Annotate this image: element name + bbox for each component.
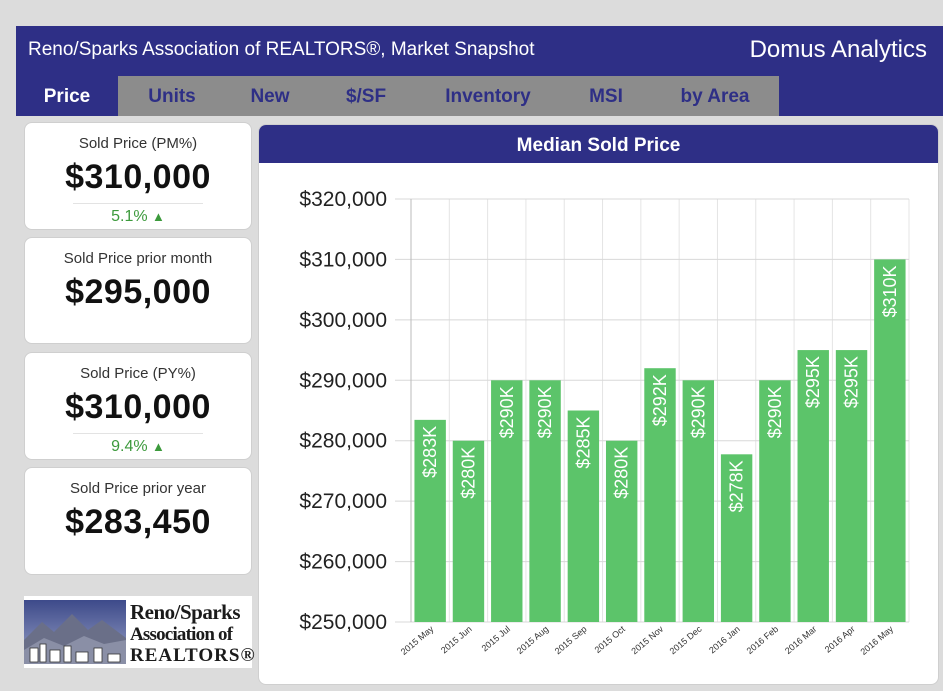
tab-msi[interactable]: MSI [589, 86, 623, 107]
tab-price-per-sf[interactable]: $/SF [345, 86, 387, 107]
logo-line-3: REALTORS® [130, 645, 256, 666]
bar-value-label: $290K [497, 386, 517, 438]
tab-inventory[interactable]: Inventory [445, 86, 531, 107]
card-label: Sold Price prior year [70, 480, 206, 497]
bar-value-label: $285K [573, 417, 593, 469]
y-tick-label: $310,000 [299, 248, 387, 271]
bar-value-label: $310K [880, 265, 900, 317]
card-label: Sold Price prior month [63, 250, 213, 267]
median-sold-price-chart: $250,000 $260,000 $270,000 $280,000 $290,000… [299, 188, 910, 657]
x-tick-label: 2016 Feb [745, 624, 781, 656]
bar [797, 350, 829, 622]
chart-panel: Median Sold Price $250,000 $260,000 $270,0… [258, 124, 939, 685]
card-value: $310,000 [65, 388, 211, 426]
logo-line-1: Reno/Sparks [130, 600, 241, 624]
tab-strip [16, 76, 779, 116]
mountain-skyline-icon [24, 600, 126, 664]
brand-name: Domus Analytics [749, 36, 927, 63]
bar-value-label: $280K [458, 447, 478, 499]
card-sold-price-prior-month: Sold Price prior month $295,000 [24, 237, 252, 344]
tab-by-area[interactable]: by Area [680, 86, 750, 107]
x-tick-label: 2015 May [399, 624, 436, 657]
logo-line-2: Association of [130, 624, 233, 645]
bar [567, 410, 600, 622]
bar-value-label: $280K [612, 447, 632, 499]
bar [720, 454, 753, 622]
bar-value-label: $290K [688, 386, 708, 438]
association-logo: Reno/Sparks Association of REALTORS® [24, 596, 255, 668]
bar [491, 380, 523, 622]
y-tick-label: $320,000 [299, 188, 387, 211]
bar-value-label: $283K [420, 426, 440, 478]
bar-value-label: $292K [650, 374, 670, 426]
card-change: 5.1% ▲ [73, 203, 203, 226]
bar [682, 380, 715, 622]
bar-value-label: $295K [842, 356, 862, 408]
change-value: 5.1% [111, 208, 148, 225]
card-value: $283,450 [65, 503, 211, 541]
y-tick-label: $270,000 [299, 490, 387, 513]
y-tick-label: $290,000 [299, 369, 387, 392]
bar [452, 440, 485, 622]
x-tick-label: 2016 Apr [823, 624, 857, 655]
x-tick-label: 2016 May [858, 624, 895, 657]
header-bar: Reno/Sparks Association of REALTORS®, Ma… [16, 26, 943, 76]
bar-value-label: $290K [765, 386, 785, 438]
tab-units[interactable]: Units [148, 86, 196, 107]
y-tick-label: $250,000 [299, 611, 387, 634]
tab-price[interactable]: Price [16, 76, 118, 116]
card-sold-price-py: Sold Price (PY%) $310,000 9.4% ▲ [24, 352, 252, 460]
card-label: Sold Price (PY%) [80, 365, 196, 382]
card-value: $310,000 [65, 158, 211, 196]
x-tick-label: 2016 Jan [707, 624, 742, 655]
x-tick-label: 2015 Sep [553, 624, 589, 656]
bar [605, 440, 638, 622]
bar [529, 380, 561, 622]
x-tick-label: 2015 Dec [668, 624, 704, 657]
page-title: Reno/Sparks Association of REALTORS®, Ma… [28, 39, 535, 60]
tab-bar: Price Units New $/SF Inventory MSI by Ar… [16, 76, 943, 116]
card-sold-price-pm: Sold Price (PM%) $310,000 5.1% ▲ [24, 122, 252, 230]
card-sold-price-prior-year: Sold Price prior year $283,450 [24, 467, 252, 575]
card-change: 9.4% ▲ [73, 433, 203, 456]
card-value: $295,000 [65, 273, 211, 311]
x-tick-label: 2015 Oct [593, 624, 628, 655]
chart-title: Median Sold Price [259, 125, 938, 163]
bar [414, 419, 446, 622]
y-tick-label: $280,000 [299, 430, 387, 453]
bar [874, 259, 906, 622]
change-value: 9.4% [111, 438, 148, 455]
tab-new[interactable]: New [250, 86, 290, 107]
x-tick-label: 2015 Jul [480, 624, 512, 654]
x-tick-label: 2015 Aug [515, 624, 551, 656]
up-arrow-icon: ▲ [152, 439, 165, 454]
x-tick-label: 2015 Jun [439, 624, 474, 655]
x-tick-label: 2015 Nov [629, 624, 665, 657]
card-label: Sold Price (PM%) [78, 135, 198, 152]
x-tick-label: 2016 Mar [783, 624, 819, 656]
bar [835, 350, 868, 622]
y-tick-label: $260,000 [299, 551, 387, 574]
y-tick-label: $300,000 [299, 309, 387, 332]
up-arrow-icon: ▲ [152, 209, 165, 224]
bar [644, 368, 676, 622]
bar [759, 380, 791, 622]
bar-value-label: $278K [727, 460, 747, 512]
bar-value-label: $290K [535, 386, 555, 438]
bar-value-label: $295K [803, 356, 823, 408]
